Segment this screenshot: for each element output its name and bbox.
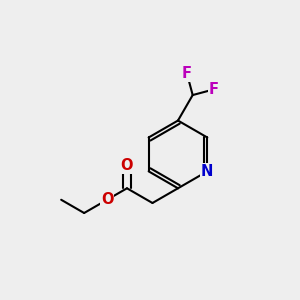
Text: O: O <box>101 192 113 207</box>
Text: O: O <box>121 158 133 173</box>
Text: F: F <box>209 82 219 97</box>
Text: F: F <box>182 66 192 81</box>
Text: N: N <box>201 164 214 179</box>
